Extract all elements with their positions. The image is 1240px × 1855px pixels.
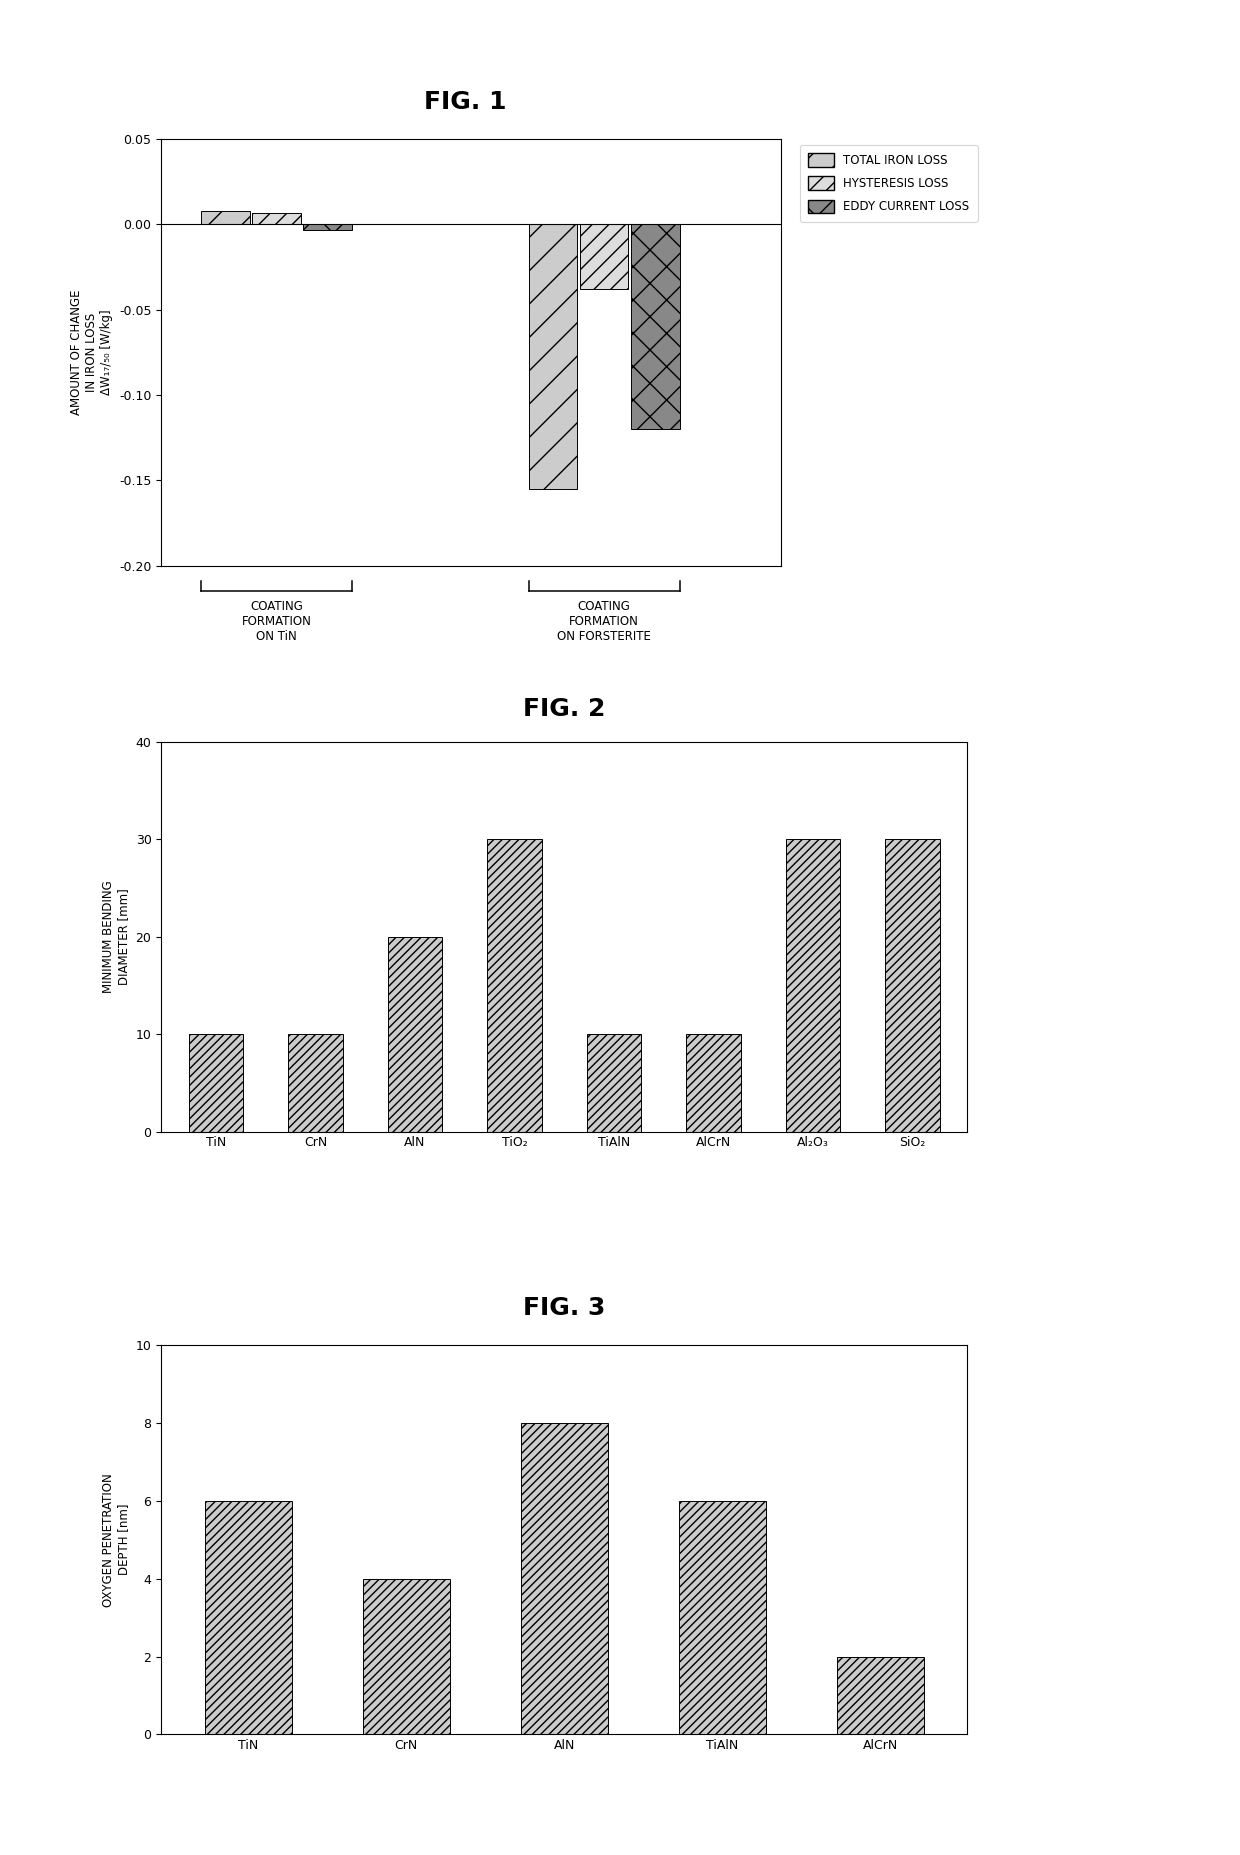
Y-axis label: OXYGEN PENETRATION
DEPTH [nm]: OXYGEN PENETRATION DEPTH [nm]	[102, 1473, 130, 1606]
Text: FIG. 3: FIG. 3	[523, 1297, 605, 1319]
Y-axis label: MINIMUM BENDING
DIAMETER [mm]: MINIMUM BENDING DIAMETER [mm]	[102, 881, 130, 992]
Bar	[363, 1579, 450, 1734]
Text: FIG. 1: FIG. 1	[424, 91, 506, 113]
Bar	[205, 1501, 291, 1734]
Bar	[388, 937, 443, 1132]
Bar	[303, 224, 352, 230]
Bar	[528, 224, 578, 490]
Text: COATING
FORMATION
ON TiN: COATING FORMATION ON TiN	[242, 599, 311, 644]
Bar	[786, 838, 841, 1132]
Bar	[885, 838, 940, 1132]
Bar	[288, 1033, 342, 1132]
Bar	[837, 1657, 924, 1734]
Text: COATING
FORMATION
ON FORSTERITE: COATING FORMATION ON FORSTERITE	[557, 599, 651, 644]
Legend: TOTAL IRON LOSS, HYSTERESIS LOSS, EDDY CURRENT LOSS: TOTAL IRON LOSS, HYSTERESIS LOSS, EDDY C…	[800, 145, 977, 223]
Bar	[521, 1423, 608, 1734]
Bar	[587, 1033, 641, 1132]
Bar	[631, 224, 680, 429]
Bar	[201, 211, 249, 224]
Bar	[686, 1033, 740, 1132]
Bar	[678, 1501, 766, 1734]
Bar	[487, 838, 542, 1132]
Bar	[252, 213, 300, 224]
Y-axis label: AMOUNT OF CHANGE
IN IRON LOSS
ΔW₁₇/₅₀ [W/kg]: AMOUNT OF CHANGE IN IRON LOSS ΔW₁₇/₅₀ [W…	[71, 289, 113, 416]
Bar	[188, 1033, 243, 1132]
Text: FIG. 2: FIG. 2	[523, 697, 605, 720]
Bar	[580, 224, 629, 289]
